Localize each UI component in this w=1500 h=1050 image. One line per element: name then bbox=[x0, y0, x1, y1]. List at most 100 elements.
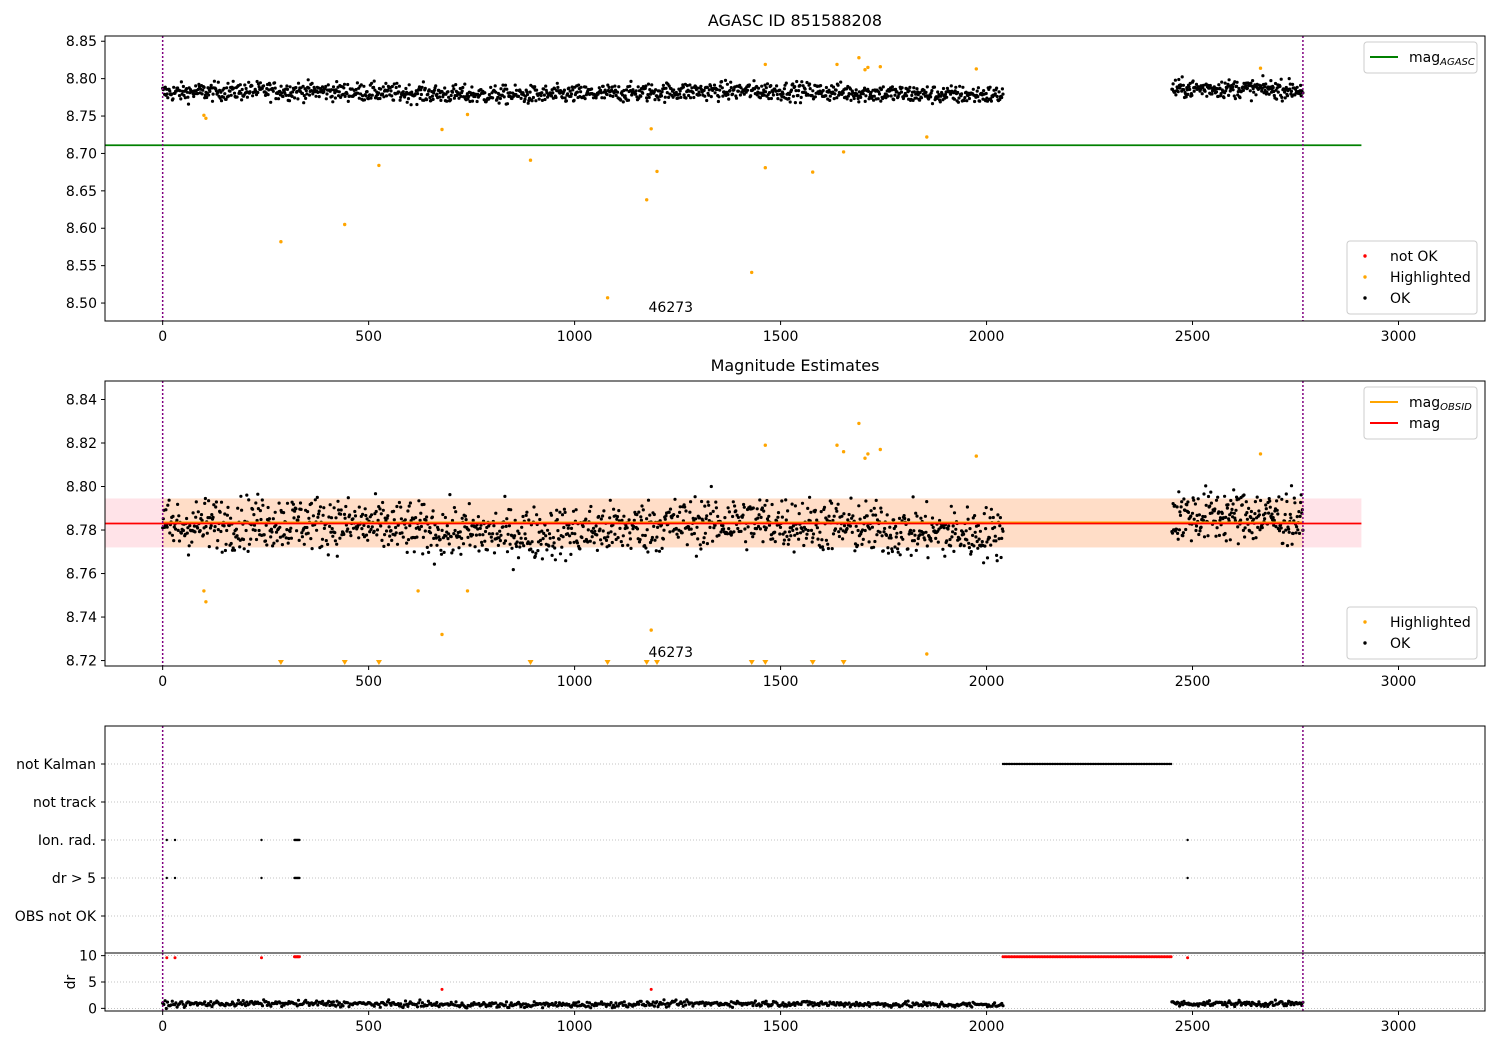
ok-point bbox=[170, 999, 174, 1003]
ok-point bbox=[1175, 505, 1179, 509]
ok-point bbox=[374, 509, 378, 514]
flag-point bbox=[260, 876, 263, 880]
ok-point bbox=[709, 484, 713, 489]
ok-point bbox=[1295, 525, 1299, 529]
out-of-range-marker bbox=[654, 660, 660, 665]
ok-point bbox=[324, 539, 328, 543]
ok-point bbox=[914, 92, 918, 96]
ok-point bbox=[223, 1004, 227, 1008]
ok-point bbox=[494, 1001, 498, 1005]
ok-point bbox=[380, 538, 384, 543]
ok-point bbox=[910, 93, 914, 97]
ok-point bbox=[449, 535, 453, 539]
ok-point bbox=[697, 90, 701, 94]
ok-point bbox=[489, 1004, 493, 1008]
ok-point bbox=[736, 515, 741, 520]
ok-point bbox=[421, 535, 425, 540]
y-tick-label: 8.60 bbox=[66, 221, 97, 237]
ok-point bbox=[742, 505, 746, 509]
ok-point bbox=[930, 102, 935, 106]
ok-point bbox=[678, 510, 682, 514]
highlighted-point bbox=[866, 65, 870, 70]
ok-point bbox=[496, 543, 500, 548]
ok-point bbox=[265, 1003, 269, 1008]
ok-point bbox=[643, 86, 647, 90]
ok-point bbox=[769, 96, 774, 101]
ok-point bbox=[890, 88, 894, 92]
ok-point bbox=[271, 89, 275, 93]
ok-point bbox=[1197, 513, 1201, 517]
highlighted-point bbox=[857, 56, 861, 60]
ok-point bbox=[646, 82, 651, 86]
legend-label-subscript: AGASC bbox=[1439, 57, 1475, 68]
ok-point bbox=[434, 536, 438, 540]
ok-point bbox=[921, 531, 926, 535]
ok-point bbox=[973, 99, 977, 104]
ok-point bbox=[848, 524, 853, 528]
y-tick-label: 10 bbox=[79, 949, 97, 965]
ok-point bbox=[186, 95, 190, 99]
ok-point bbox=[613, 1005, 617, 1009]
ok-point bbox=[813, 95, 818, 99]
ok-point bbox=[450, 90, 455, 94]
ok-point bbox=[1000, 87, 1005, 91]
x-tick-label: 2000 bbox=[969, 1019, 1005, 1035]
ok-point bbox=[341, 1004, 345, 1008]
ok-point bbox=[407, 504, 411, 508]
ok-point bbox=[405, 550, 409, 555]
ok-point bbox=[684, 1003, 688, 1007]
highlighted-point bbox=[377, 163, 381, 168]
ok-point bbox=[566, 532, 570, 536]
ok-point bbox=[273, 86, 277, 90]
ok-point bbox=[824, 538, 829, 542]
ok-point bbox=[714, 506, 719, 510]
ok-point bbox=[893, 545, 897, 549]
ok-point bbox=[207, 499, 211, 503]
ok-point bbox=[962, 532, 966, 536]
ok-point bbox=[698, 93, 702, 97]
ok-point bbox=[1281, 541, 1285, 545]
ok-point bbox=[271, 517, 275, 521]
ok-point bbox=[1213, 507, 1217, 511]
ok-point bbox=[893, 93, 897, 97]
ok-point bbox=[417, 1001, 421, 1005]
ok-point bbox=[626, 1005, 630, 1009]
ok-point bbox=[540, 98, 545, 102]
ok-point bbox=[266, 505, 270, 510]
ok-point bbox=[1001, 92, 1005, 96]
ok-point bbox=[1249, 516, 1253, 520]
ok-point bbox=[784, 518, 788, 522]
ok-point bbox=[335, 554, 339, 558]
ok-point bbox=[678, 89, 682, 93]
ok-point bbox=[335, 999, 339, 1003]
ok-point bbox=[540, 91, 544, 95]
ok-point bbox=[758, 498, 762, 502]
ok-point bbox=[362, 523, 366, 528]
ok-point bbox=[1186, 500, 1190, 504]
ok-point bbox=[1265, 90, 1269, 94]
ok-point bbox=[501, 525, 505, 529]
ok-point bbox=[873, 539, 877, 544]
ok-point bbox=[516, 94, 521, 98]
ok-point bbox=[396, 1002, 400, 1006]
ok-point bbox=[429, 543, 433, 547]
highlighted-point bbox=[841, 450, 846, 454]
ok-point bbox=[722, 527, 726, 531]
ok-point bbox=[663, 517, 667, 521]
ok-point bbox=[866, 1001, 871, 1005]
ok-point bbox=[1242, 493, 1246, 497]
ok-point bbox=[923, 538, 927, 542]
ok-point bbox=[940, 92, 944, 96]
ok-point bbox=[849, 98, 853, 102]
ok-point bbox=[588, 509, 592, 513]
ok-point bbox=[407, 83, 411, 87]
ok-point bbox=[342, 532, 346, 537]
ok-point bbox=[608, 1003, 612, 1007]
ok-point bbox=[536, 549, 540, 553]
ok-point bbox=[694, 554, 699, 558]
ok-point bbox=[901, 537, 905, 541]
ok-point bbox=[317, 509, 321, 513]
ok-point bbox=[899, 90, 904, 94]
ok-point bbox=[809, 528, 814, 533]
ok-point bbox=[1287, 527, 1291, 531]
